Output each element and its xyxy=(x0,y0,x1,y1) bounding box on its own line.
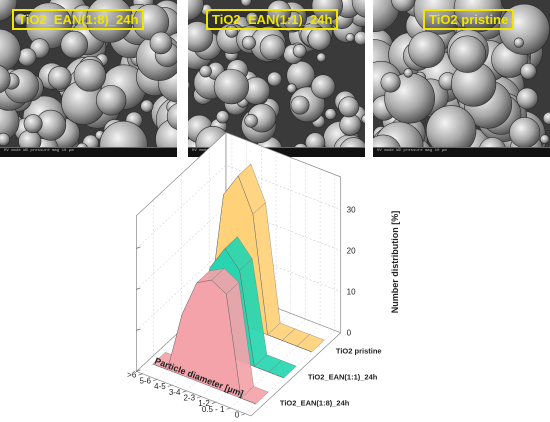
sem-particle xyxy=(513,37,524,48)
x-gridline xyxy=(230,168,321,409)
x-tick-label: 2-3 xyxy=(184,394,196,403)
sem-particle xyxy=(0,28,21,73)
x-tick-label: 5-6 xyxy=(139,376,151,385)
sem-particle xyxy=(0,132,11,146)
sem-particle xyxy=(188,80,191,90)
x-tick xyxy=(241,413,246,416)
sem-particle xyxy=(324,108,337,121)
sem-particle xyxy=(241,35,256,50)
sem-particle xyxy=(310,74,336,99)
sem-particle xyxy=(316,52,327,63)
z-gridline xyxy=(136,205,341,290)
z-tick xyxy=(136,287,141,290)
sem-particle xyxy=(267,71,282,87)
sem-particle xyxy=(391,0,416,13)
sem-particle xyxy=(520,62,537,80)
sem-particle xyxy=(244,113,258,128)
x-tick xyxy=(211,401,216,404)
x-gridline xyxy=(245,174,336,414)
x-tick-label: >6 xyxy=(127,371,137,380)
x-tick xyxy=(196,396,202,399)
sem-particle xyxy=(60,30,89,59)
x-tick xyxy=(226,407,231,410)
x-tick-label: 1-2 xyxy=(198,399,210,408)
sem-particle xyxy=(47,66,72,90)
sem-particle xyxy=(453,0,503,33)
sem-particle xyxy=(0,65,11,94)
sem-particle xyxy=(286,83,297,94)
sem-particle xyxy=(166,103,177,130)
series-label: TiO2_EAN(1:8)_24h xyxy=(280,398,350,407)
sem-particle xyxy=(216,110,230,124)
sem-particle xyxy=(73,59,107,92)
sem-particle xyxy=(0,101,20,142)
sem-particle xyxy=(351,0,365,18)
z-tick-label: 30 xyxy=(347,206,356,215)
sem-particle xyxy=(403,68,413,78)
x-tick xyxy=(152,379,158,382)
sem-image-pristine: TiO2 pristine HV mode WD pressure mag 10… xyxy=(373,0,550,157)
series-label: TiO2 pristine xyxy=(336,346,382,355)
series-layer xyxy=(152,163,325,405)
sem-particle xyxy=(23,114,43,134)
sem-info-text: HV mode WD pressure mag 10 µm xyxy=(377,149,447,153)
sem-particle xyxy=(361,114,365,124)
sem-particle xyxy=(539,134,550,145)
x-tick xyxy=(138,373,143,376)
series-area xyxy=(152,279,256,405)
sem-particle xyxy=(542,111,550,125)
sem-particle xyxy=(408,30,446,69)
z-tick-label: 20 xyxy=(347,247,356,256)
sem-particle xyxy=(14,12,28,26)
sem-particle xyxy=(199,64,212,78)
sem-particle xyxy=(188,0,204,21)
x-tick-label: 0 xyxy=(235,411,240,420)
x-tick-label: 0.5 - 1 xyxy=(202,405,225,414)
sem-label: TiO2 pristine xyxy=(423,9,515,30)
sem-info-bar: HV mode WD pressure mag 10 µm xyxy=(373,147,550,157)
sem-particle xyxy=(380,72,401,93)
sem-particle xyxy=(292,44,307,58)
sem-particle xyxy=(140,99,154,113)
sem-label: TiO2_EAN(1:1)_24h xyxy=(206,9,339,30)
series-label: TiO2_EAN(1:1)_24h xyxy=(308,372,378,381)
z-tick xyxy=(136,328,141,331)
sem-particle xyxy=(307,27,332,51)
x-gridline xyxy=(142,134,233,374)
sem-particle xyxy=(149,31,173,55)
sem-particle xyxy=(516,87,539,110)
sem-particle xyxy=(245,12,259,25)
sem-label: TiO2_EAN(1:8)_24h xyxy=(12,9,145,30)
x-tick-label: 4-5 xyxy=(154,382,166,391)
z-tick xyxy=(136,246,141,249)
x-tick-label: 3-4 xyxy=(169,388,181,397)
z-axis-label: Number distribution [%] xyxy=(390,211,400,314)
z-tick-label: 10 xyxy=(347,288,356,297)
sem-particle xyxy=(448,35,487,73)
sem-particle xyxy=(266,0,292,25)
sem-image-ean-1-8: TiO2_EAN(1:8)_24h HV mode WD pressure ma… xyxy=(0,0,177,157)
sem-particle xyxy=(345,32,355,43)
sem-particle xyxy=(0,0,18,22)
sem-particle xyxy=(259,34,286,61)
sem-particle xyxy=(338,96,360,118)
sem-particle xyxy=(240,0,252,7)
z-gridline xyxy=(136,164,341,249)
sem-particle xyxy=(95,85,127,116)
sem-particle xyxy=(290,95,310,115)
x-tick xyxy=(182,390,187,393)
sem-info-text: HV mode WD pressure mag 10 µm xyxy=(4,149,74,153)
sem-particle xyxy=(213,68,250,105)
x-tick xyxy=(167,384,172,387)
z-gridline xyxy=(136,246,341,331)
sem-info-bar: HV mode WD pressure mag 10 µm xyxy=(0,147,177,157)
sem-texture xyxy=(0,0,177,157)
z-gridline xyxy=(136,287,341,372)
z-tick-label: 0 xyxy=(347,329,352,338)
z-tick xyxy=(136,369,141,372)
